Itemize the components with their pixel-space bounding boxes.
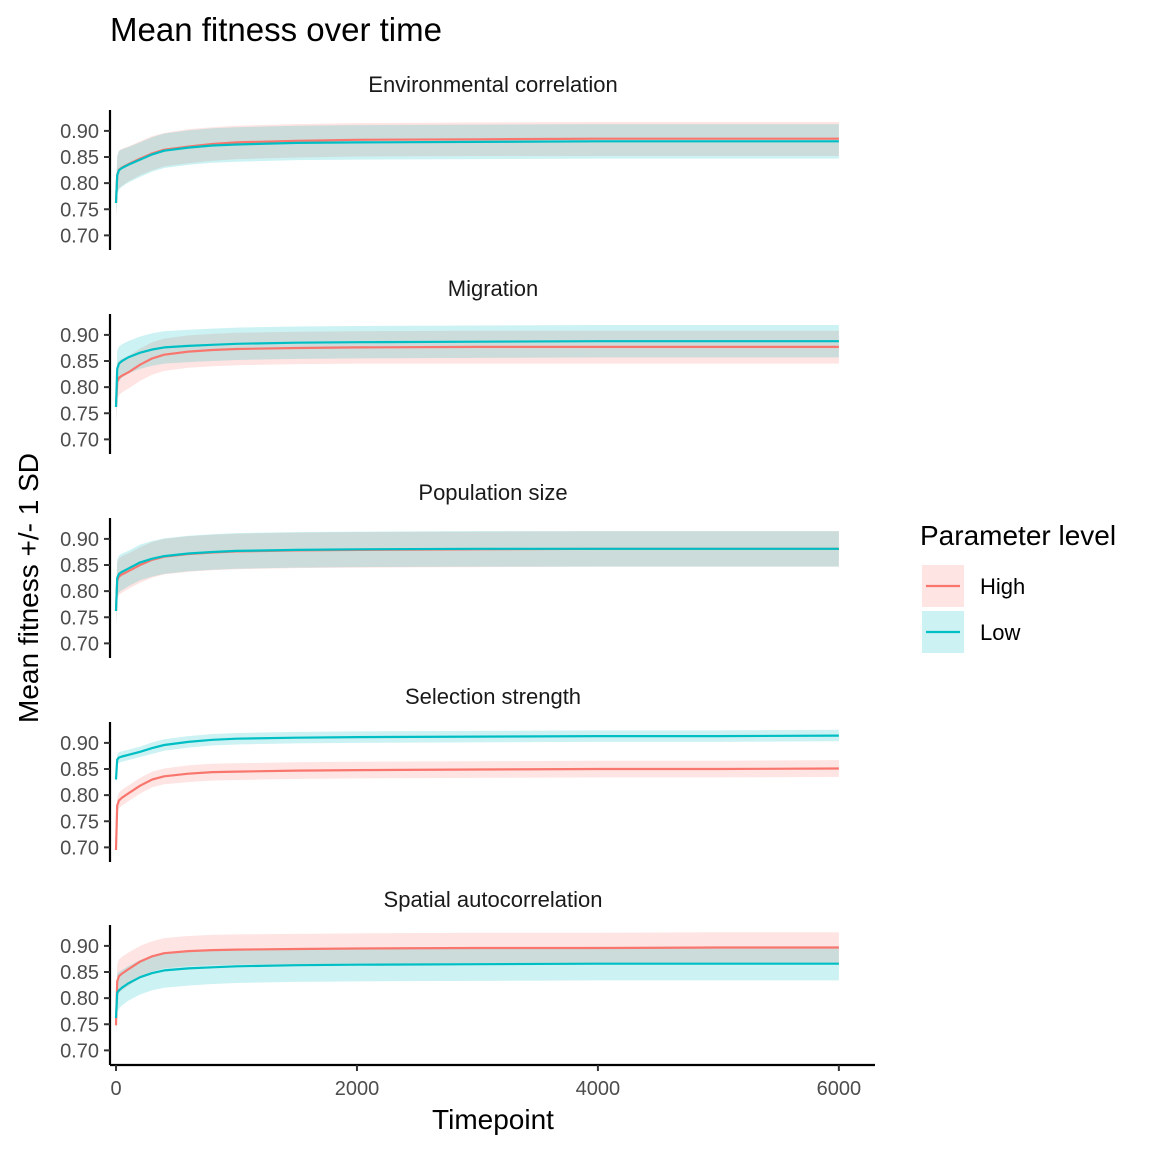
y-tick-label: 0.70 — [60, 1040, 99, 1062]
facet-panels: Environmental correlation 0.70 0.75 0.80 0.8… — [60, 72, 839, 1065]
mean-line — [114, 962, 839, 1019]
y-tick-label: 0.80 — [60, 377, 99, 399]
sd-ribbon — [116, 932, 839, 1035]
y-tick-label: 0.80 — [60, 988, 99, 1010]
strip-label: Spatial autocorrelation — [384, 887, 603, 912]
strip-label: Migration — [448, 276, 538, 301]
y-axis-title: Mean fitness +/- 1 SD — [13, 453, 44, 723]
sd-ribbon — [116, 531, 839, 626]
y-tick-label: 0.85 — [60, 555, 99, 577]
y-tick-label: 0.85 — [60, 147, 99, 169]
mean-line — [114, 345, 839, 408]
y-tick-label: 0.85 — [60, 351, 99, 373]
y-tick-label: 0.90 — [60, 529, 99, 551]
mean-line — [114, 547, 839, 612]
mean-line — [114, 946, 839, 1026]
legend: Parameter level High Low — [920, 520, 1116, 653]
sd-ribbon — [116, 122, 839, 218]
sd-ribbon — [116, 531, 839, 626]
mean-line — [114, 767, 839, 851]
sd-ribbon — [116, 325, 839, 422]
x-tick-label: 2000 — [335, 1078, 380, 1100]
mean-line — [114, 340, 839, 408]
panel: Population size 0.70 0.75 0.80 0.85 0.90 — [60, 480, 839, 658]
y-tick-label: 0.90 — [60, 733, 99, 755]
y-tick-label: 0.70 — [60, 225, 99, 247]
y-tick-label: 0.80 — [60, 785, 99, 807]
sd-ribbon — [116, 946, 839, 1033]
x-axis: 0 2000 4000 6000 — [110, 1063, 875, 1100]
x-tick-label: 4000 — [576, 1078, 621, 1100]
panel: Environmental correlation 0.70 0.75 0.80 0.8… — [60, 72, 839, 250]
sd-ribbon — [116, 330, 839, 422]
strip-label: Population size — [418, 480, 567, 505]
legend-title: Parameter level — [920, 520, 1116, 551]
strip-label: Selection strength — [405, 684, 581, 709]
sd-ribbon — [116, 729, 839, 784]
y-tick-label: 0.90 — [60, 325, 99, 347]
x-tick-label: 0 — [110, 1078, 121, 1100]
y-tick-label: 0.75 — [60, 403, 99, 425]
legend-label: High — [980, 574, 1025, 599]
y-tick-label: 0.75 — [60, 811, 99, 833]
sd-ribbon — [116, 760, 839, 856]
panel: Spatial autocorrelation 0.70 0.75 0.80 0.85 0… — [60, 887, 839, 1065]
x-axis-title: Timepoint — [432, 1104, 554, 1135]
y-tick-label: 0.75 — [60, 1014, 99, 1036]
chart-title: Mean fitness over time — [110, 11, 442, 48]
sd-ribbon — [116, 124, 839, 218]
y-tick-label: 0.90 — [60, 936, 99, 958]
y-tick-label: 0.85 — [60, 759, 99, 781]
y-tick-label: 0.80 — [60, 581, 99, 603]
strip-label: Environmental correlation — [368, 72, 617, 97]
mean-line — [114, 140, 839, 204]
legend-label: Low — [980, 620, 1020, 645]
panel: Migration 0.70 0.75 0.80 0.85 0.90 — [60, 276, 839, 454]
y-tick-label: 0.90 — [60, 121, 99, 143]
y-tick-label: 0.70 — [60, 429, 99, 451]
y-tick-label: 0.80 — [60, 173, 99, 195]
y-tick-label: 0.75 — [60, 199, 99, 221]
y-tick-label: 0.75 — [60, 607, 99, 629]
panel: Selection strength 0.70 0.75 0.80 0.85 0.90 — [60, 684, 839, 862]
mean-line — [114, 734, 839, 780]
y-tick-label: 0.70 — [60, 837, 99, 859]
x-tick-label: 6000 — [817, 1078, 862, 1100]
y-tick-label: 0.70 — [60, 633, 99, 655]
y-tick-label: 0.85 — [60, 962, 99, 984]
